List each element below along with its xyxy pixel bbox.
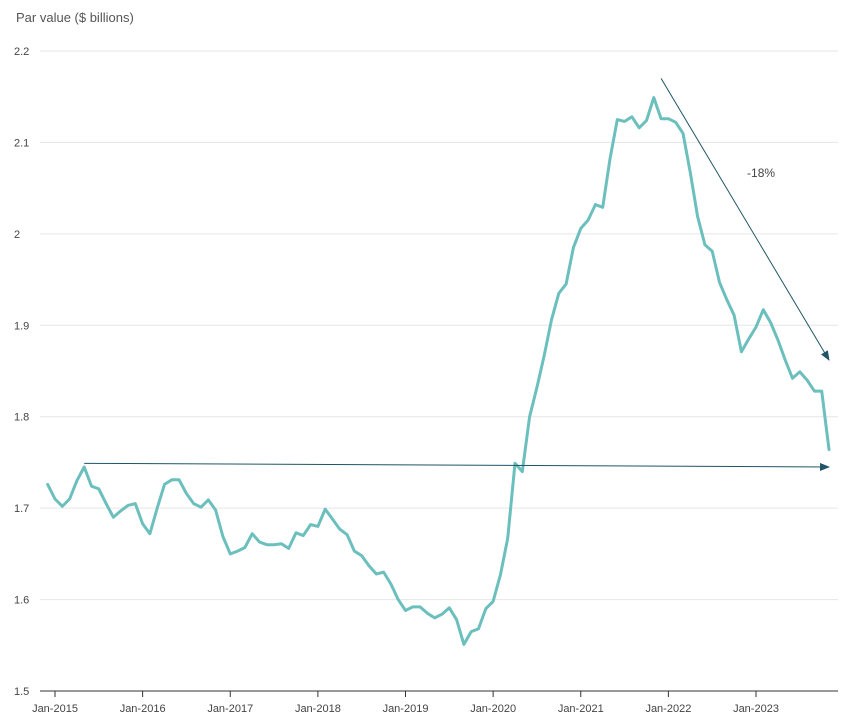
x-tick-label: Jan-2015 [32, 703, 78, 715]
y-tick-label: 2.1 [14, 137, 29, 149]
series-line [46, 96, 831, 646]
x-tick-label: Jan-2017 [207, 703, 253, 715]
x-tick-label: Jan-2022 [645, 703, 691, 715]
y-tick-label: 1.6 [14, 595, 29, 607]
x-ticks: Jan-2015 Jan-2016 Jan-2017 Jan-2018 Jan-2019… [32, 691, 779, 715]
y-tick-label: 1.7 [14, 503, 29, 515]
annotation-arrow [84, 462, 831, 471]
y-tick-label: 2.2 [14, 46, 29, 58]
y-tick-labels: 1.5 1.6 1.7 1.8 1.9 2 2.1 2.2 [14, 46, 29, 698]
annotations: -18% [84, 78, 831, 471]
x-tick-label: Jan-2021 [558, 703, 604, 715]
y-axis-title: Par value ($ billions) [16, 10, 134, 25]
grid-lines [40, 50, 838, 601]
annotation-label: -18% [747, 166, 775, 180]
y-tick-label: 2 [14, 229, 20, 241]
y-tick-label: 1.8 [14, 412, 29, 424]
x-tick-label: Jan-2020 [470, 703, 516, 715]
x-tick-label: Jan-2016 [120, 703, 166, 715]
y-tick-label: 1.9 [14, 320, 29, 332]
x-tick-label: Jan-2023 [733, 703, 779, 715]
series-layer [46, 96, 831, 646]
y-tick-label: 1.5 [14, 686, 29, 698]
x-tick-label: Jan-2018 [295, 703, 341, 715]
x-tick-label: Jan-2019 [383, 703, 429, 715]
annotation-arrow [660, 78, 830, 361]
